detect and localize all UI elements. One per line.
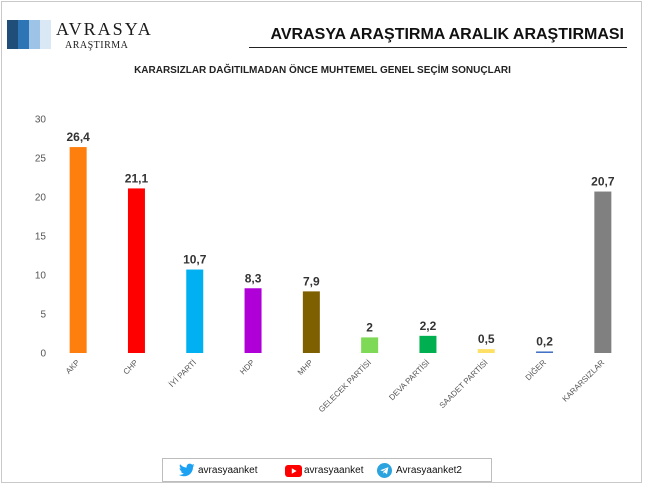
telegram-icon	[377, 463, 392, 478]
x-tick-label: SAADET PARTİSİ	[438, 358, 490, 410]
report-title: AVRASYA ARAŞTIRMA ARALIK ARAŞTIRMASI	[270, 26, 624, 43]
x-tick-label: KARARSIZLAR	[561, 358, 607, 404]
logo-stripe	[18, 20, 29, 49]
telegram-handle: Avrasyaanket2	[396, 465, 462, 476]
bar	[302, 291, 320, 353]
y-axis: 0 5 10 15 20 25 30	[35, 115, 47, 360]
twitter-link[interactable]: avrasyaanket	[179, 463, 269, 479]
x-tick-label: İYİ PARTİ	[167, 358, 198, 389]
y-tick-label: 30	[35, 115, 47, 126]
y-tick-label: 10	[35, 271, 47, 282]
data-label: 8,3	[245, 271, 262, 285]
bar	[186, 269, 204, 353]
title-divider	[249, 47, 627, 48]
y-tick-label: 25	[35, 154, 47, 165]
logo-stripe	[40, 20, 51, 49]
y-tick-label: 15	[35, 232, 47, 243]
bar	[419, 335, 437, 353]
bar	[244, 288, 262, 353]
data-label: 0,5	[478, 332, 495, 346]
avrasya-logo: AVRASYA ARAŞTIRMA	[7, 15, 151, 55]
x-tick-label: GELECEK PARTİSİ	[317, 358, 373, 414]
value-labels: 26,4 21,1 10,7 8,3 7,9 2 2,2 0,5 0,2 20,7	[66, 130, 614, 348]
bar-chart: 0 5 10 15 20 25 30 26,4 21,1 10,7 8,3 7,9 2 2,2 0,5 0,…	[35, 115, 615, 415]
x-tick-label: CHP	[122, 358, 140, 376]
youtube-icon	[285, 465, 302, 477]
x-tick-label: DEVA PARTİSİ	[387, 358, 431, 402]
logo-stripe	[29, 20, 40, 49]
logo-subtitle: ARAŞTIRMA	[65, 40, 129, 51]
x-tick-label: DİĞER	[524, 358, 548, 382]
bar	[69, 147, 87, 353]
social-footer: avrasyaanket avrasyaanket Avrasyaanket2	[162, 458, 492, 482]
bar	[594, 191, 612, 353]
x-axis-labels: AKP CHP İYİ PARTİ HDP MHP GELECEK PARTİSİ DEVA…	[64, 358, 607, 414]
logo-stripe	[7, 20, 18, 49]
bar	[477, 349, 495, 353]
bar	[127, 188, 145, 353]
data-label: 2	[366, 320, 373, 334]
bar	[361, 337, 379, 353]
data-label: 20,7	[591, 175, 615, 189]
chart-title: KARARSIZLAR DAĞITILMADAN ÖNCE MUHTEMEL G…	[134, 65, 511, 76]
data-label: 7,9	[303, 274, 320, 288]
data-label: 21,1	[125, 171, 149, 185]
y-tick-label: 20	[35, 193, 47, 204]
twitter-icon	[179, 463, 195, 477]
bar	[536, 351, 554, 353]
bars	[69, 147, 612, 353]
y-tick-label: 0	[40, 349, 46, 360]
twitter-handle: avrasyaanket	[198, 465, 258, 476]
x-tick-label: MHP	[296, 358, 315, 377]
telegram-link[interactable]: Avrasyaanket2	[377, 463, 483, 479]
x-tick-label: HDP	[238, 358, 256, 376]
data-label: 26,4	[66, 130, 90, 144]
data-label: 0,2	[536, 334, 553, 348]
data-label: 2,2	[420, 319, 437, 333]
youtube-handle: avrasyaanket	[304, 465, 364, 476]
y-tick-label: 5	[40, 310, 46, 321]
x-tick-label: AKP	[64, 358, 82, 376]
logo-name: AVRASYA	[56, 19, 153, 39]
data-label: 10,7	[183, 253, 207, 267]
youtube-link[interactable]: avrasyaanket	[285, 463, 377, 479]
